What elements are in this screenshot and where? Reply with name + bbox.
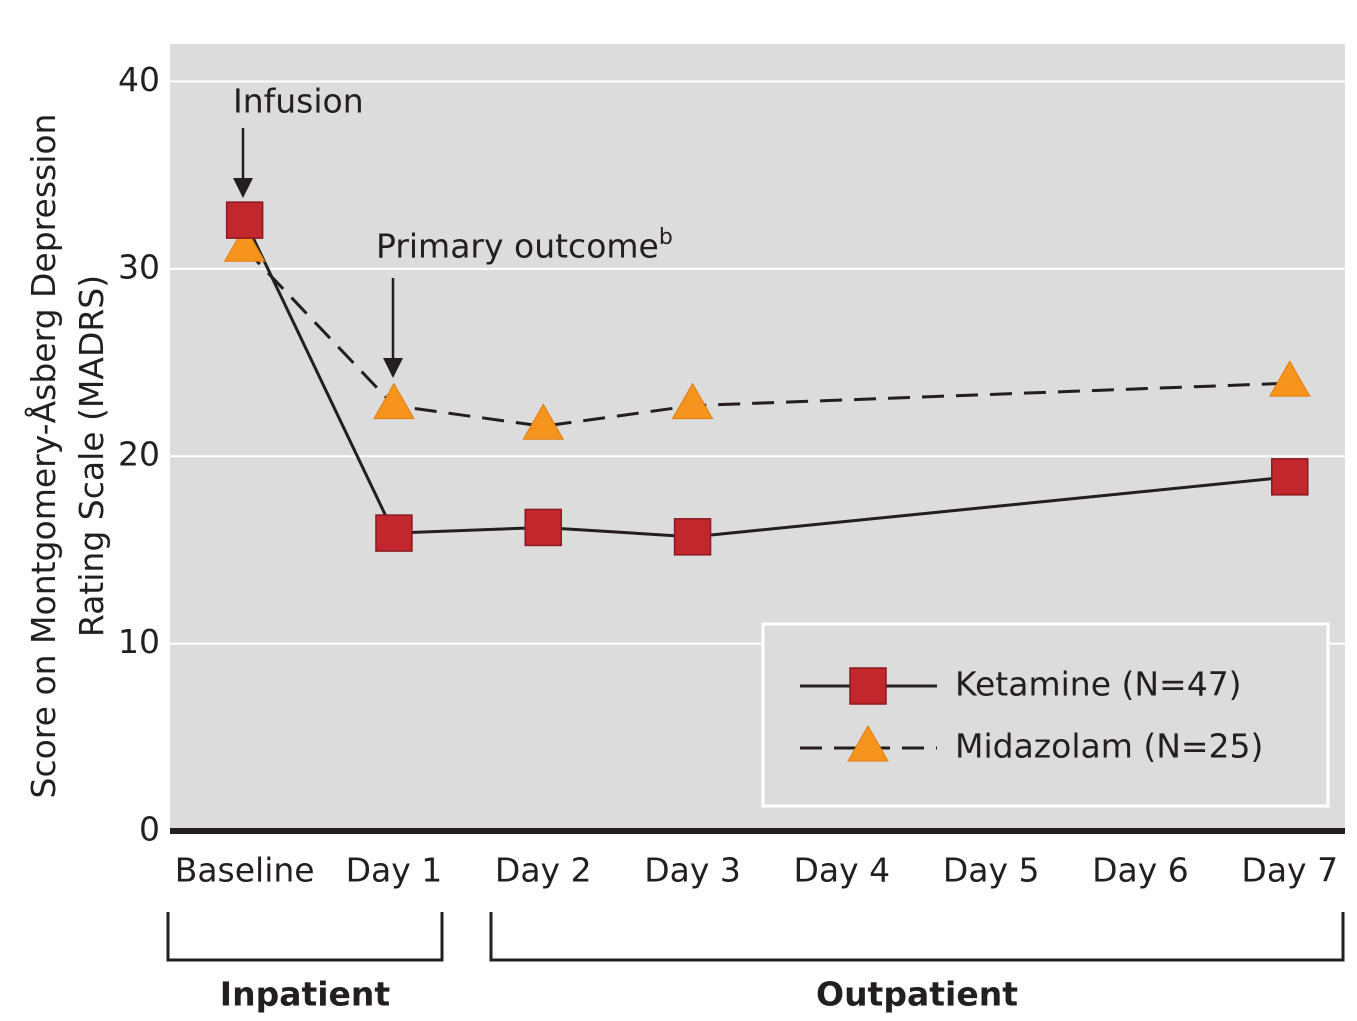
x-tick-label: Day 4 <box>794 851 891 890</box>
y-tick-label: 40 <box>118 60 160 99</box>
x-tick-label: Baseline <box>175 851 315 890</box>
data-point <box>375 514 413 552</box>
annotation: Infusion <box>233 82 364 121</box>
data-point <box>373 382 415 420</box>
legend-marker <box>849 667 887 705</box>
group-bracket <box>166 912 444 962</box>
group-bracket <box>489 912 1345 962</box>
data-point <box>223 225 266 262</box>
data-point <box>524 508 563 547</box>
y-tick-label: 0 <box>139 810 160 849</box>
legend-box <box>761 622 1330 808</box>
data-point <box>1268 360 1311 397</box>
x-tick-label: Day 6 <box>1092 851 1189 890</box>
y-tick-label: 20 <box>118 435 160 474</box>
legend-label: Ketamine (N=47) <box>955 665 1242 704</box>
data-point <box>225 201 264 239</box>
x-tick-label: Day 7 <box>1241 851 1338 890</box>
y-axis-label-line: Rating Scale (MADRS) <box>72 275 111 637</box>
annotation-superscript: b <box>659 225 673 250</box>
y-axis-label: Score on Montgomery-Åsberg Depression Rat… <box>23 114 111 799</box>
x-tick-label: Day 2 <box>495 851 592 890</box>
data-point <box>1271 458 1309 496</box>
series-line <box>243 247 1290 428</box>
data-point <box>671 382 714 420</box>
legend-label: Midazolam (N=25) <box>955 727 1263 766</box>
group-label: Outpatient <box>816 975 1018 1014</box>
x-tick-label: Day 5 <box>943 851 1040 890</box>
data-point <box>522 403 565 440</box>
y-axis-label-line: Score on Montgomery-Åsberg Depression <box>23 114 63 799</box>
x-tick-label: Day 3 <box>644 851 741 890</box>
annotation: Primary outcomeb <box>376 225 673 266</box>
data-point <box>673 518 712 556</box>
legend-marker <box>847 724 889 762</box>
y-tick-label: 30 <box>118 247 160 286</box>
group-label: Inpatient <box>220 975 391 1014</box>
x-tick-label: Day 1 <box>346 851 443 890</box>
y-tick-label: 10 <box>118 622 160 661</box>
